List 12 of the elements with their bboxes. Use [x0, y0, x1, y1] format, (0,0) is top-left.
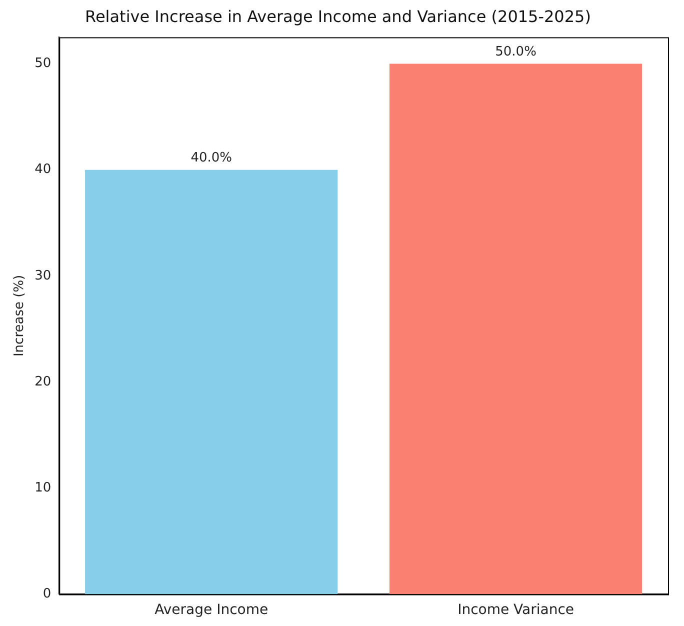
y-axis-title: Increase (%) — [12, 274, 28, 357]
y-tick-label: 40 — [34, 162, 52, 178]
y-tick-label: 10 — [34, 480, 52, 496]
chart-title: Relative Increase in Average Income and Variance (2015-2025) — [85, 6, 591, 26]
y-tick-label: 0 — [42, 586, 52, 602]
y-tick-label: 20 — [34, 374, 52, 390]
data-label: 40.0% — [190, 150, 232, 166]
y-tick-label: 30 — [34, 268, 52, 284]
x-tick-label: Income Variance — [458, 602, 574, 618]
x-tick-label: Average Income — [154, 602, 268, 618]
y-tick-label: 50 — [34, 56, 52, 72]
data-label: 50.0% — [495, 44, 536, 60]
